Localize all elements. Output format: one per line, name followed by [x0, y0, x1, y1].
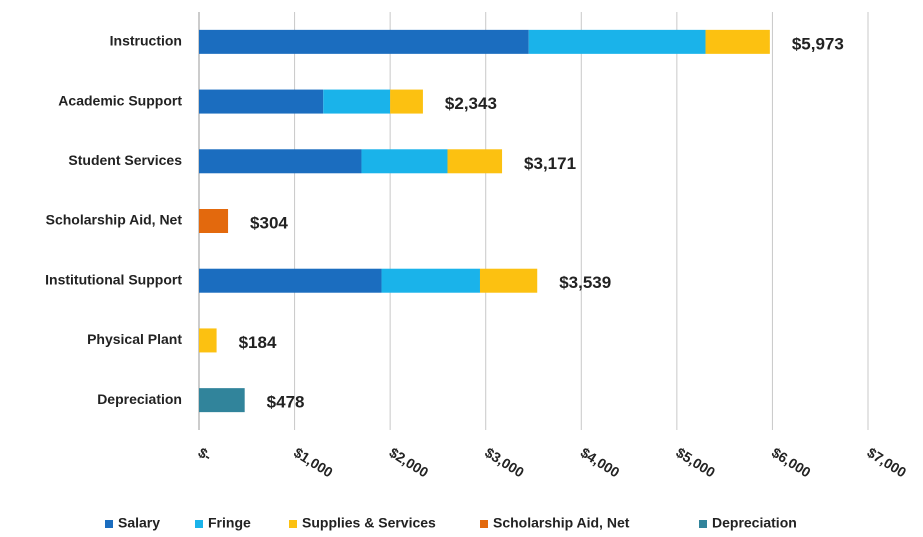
- x-tick-label: $5,000: [673, 444, 718, 480]
- x-tick-label: $7,000: [864, 444, 909, 480]
- legend-label: Scholarship Aid, Net: [493, 515, 630, 531]
- total-label: $184: [239, 333, 277, 352]
- bar-segment: [199, 328, 217, 353]
- bar-segment: [323, 89, 391, 114]
- bar-segment: [381, 268, 480, 293]
- bar-segment: [199, 388, 245, 413]
- bar-segment: [390, 89, 423, 114]
- legend-label: Supplies & Services: [302, 515, 436, 531]
- total-label: $3,171: [524, 154, 576, 173]
- bar-segment: [705, 29, 770, 54]
- bar-segment: [479, 268, 538, 293]
- x-tick-label: $4,000: [578, 444, 623, 480]
- total-label: $5,973: [792, 34, 844, 53]
- bar-segment: [199, 209, 229, 233]
- total-label: $2,343: [445, 94, 497, 113]
- legend-swatch: [699, 520, 707, 528]
- legend-swatch: [480, 520, 488, 528]
- legend-label: Salary: [118, 515, 160, 531]
- legend-swatch: [195, 520, 203, 528]
- y-tick-label: Depreciation: [97, 391, 182, 407]
- bar-segment: [361, 149, 448, 174]
- y-tick-label: Scholarship Aid, Net: [46, 212, 183, 228]
- legend-label: Depreciation: [712, 515, 797, 531]
- legend-swatch: [289, 520, 297, 528]
- bar-segment: [528, 29, 706, 54]
- x-tick-label: $2,000: [387, 444, 432, 480]
- y-tick-label: Physical Plant: [87, 331, 182, 347]
- bar-segment: [199, 29, 529, 54]
- x-tick-label: $6,000: [769, 444, 814, 480]
- bar-segment: [199, 149, 362, 174]
- y-tick-label: Institutional Support: [45, 271, 182, 287]
- x-tick-label: $3,000: [482, 444, 527, 480]
- total-label: $3,539: [559, 273, 611, 292]
- legend-label: Fringe: [208, 515, 251, 531]
- total-label: $478: [267, 393, 305, 412]
- bar-segment: [447, 149, 503, 174]
- bar-segment: [199, 89, 324, 114]
- x-tick-label: $-: [195, 444, 214, 464]
- legend-swatch: [105, 520, 113, 528]
- y-tick-label: Academic Support: [58, 92, 182, 108]
- y-tick-label: Student Services: [68, 152, 182, 168]
- bar-segment: [199, 268, 382, 293]
- x-tick-label: $1,000: [291, 444, 336, 480]
- y-tick-label: Instruction: [110, 33, 182, 49]
- total-label: $304: [250, 213, 288, 232]
